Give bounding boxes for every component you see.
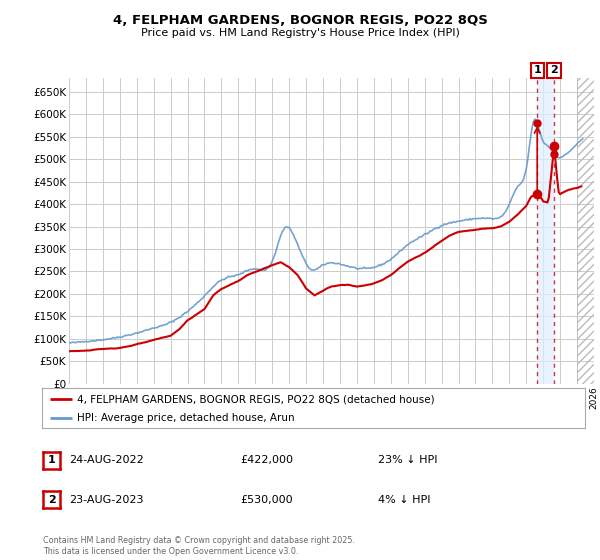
Text: Price paid vs. HM Land Registry's House Price Index (HPI): Price paid vs. HM Land Registry's House … [140, 28, 460, 38]
Text: 23% ↓ HPI: 23% ↓ HPI [378, 455, 437, 465]
Bar [537, 78, 554, 384]
Text: £422,000: £422,000 [240, 455, 293, 465]
Text: 4, FELPHAM GARDENS, BOGNOR REGIS, PO22 8QS (detached house): 4, FELPHAM GARDENS, BOGNOR REGIS, PO22 8… [77, 394, 435, 404]
Text: 2: 2 [48, 494, 55, 505]
Text: £530,000: £530,000 [240, 494, 293, 505]
Text: 2: 2 [550, 66, 558, 76]
Text: 4, FELPHAM GARDENS, BOGNOR REGIS, PO22 8QS: 4, FELPHAM GARDENS, BOGNOR REGIS, PO22 8… [113, 14, 487, 27]
Text: 23-AUG-2023: 23-AUG-2023 [69, 494, 143, 505]
Text: HPI: Average price, detached house, Arun: HPI: Average price, detached house, Arun [77, 413, 295, 423]
Text: Contains HM Land Registry data © Crown copyright and database right 2025.
This d: Contains HM Land Registry data © Crown c… [43, 536, 355, 556]
Text: 4% ↓ HPI: 4% ↓ HPI [378, 494, 431, 505]
Text: 24-AUG-2022: 24-AUG-2022 [69, 455, 144, 465]
Text: 1: 1 [48, 455, 55, 465]
Text: 1: 1 [533, 66, 541, 76]
